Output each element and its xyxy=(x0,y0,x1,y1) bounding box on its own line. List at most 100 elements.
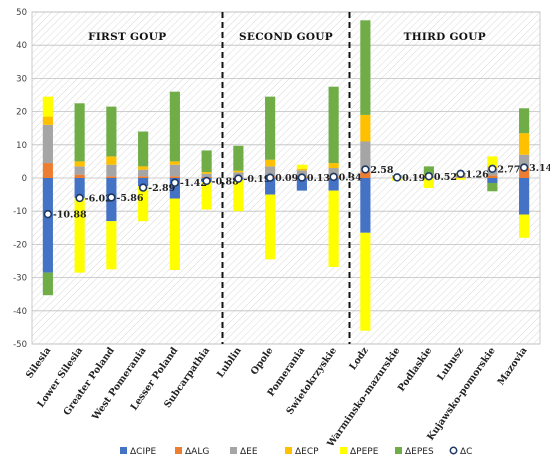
y-tick-label: -40 xyxy=(13,307,27,317)
bar-segment xyxy=(169,176,180,178)
bar-segment xyxy=(42,163,53,178)
y-tick-label: 30 xyxy=(16,74,27,84)
bar-segment xyxy=(265,159,276,167)
bar-segment xyxy=(360,178,371,233)
x-tick-label: Kujawsko-pomorskie xyxy=(425,345,498,442)
total-data-label: 2.77 xyxy=(497,164,520,175)
y-tick-label: 0 xyxy=(22,174,27,184)
bar-segment xyxy=(42,178,53,273)
total-marker xyxy=(361,165,370,174)
total-data-label: -5.86 xyxy=(116,193,143,204)
bar-segment xyxy=(519,178,530,215)
bar-segment xyxy=(201,150,212,173)
bar-segment xyxy=(487,175,498,178)
group-label: SECOND GOUP xyxy=(239,31,333,43)
total-marker xyxy=(202,176,211,186)
legend-swatch xyxy=(175,447,182,454)
bar-segment xyxy=(138,169,149,177)
x-tick-label: Silesia xyxy=(24,345,53,380)
bar-segment xyxy=(169,164,180,177)
bar-segment xyxy=(201,173,212,178)
bar-segment xyxy=(74,166,85,175)
total-data-label: 2.58 xyxy=(370,165,394,176)
bar-segment xyxy=(233,145,244,171)
bar-segment xyxy=(74,178,85,198)
bar-segment xyxy=(265,166,276,177)
total-marker xyxy=(234,174,243,183)
bar-segment xyxy=(360,141,371,172)
y-tick-label: -50 xyxy=(13,340,27,350)
legend-marker xyxy=(449,446,458,455)
bar-segment xyxy=(138,166,149,170)
x-tick-label: Mazovia xyxy=(496,345,530,387)
x-tick-label: Lublin xyxy=(215,345,244,380)
legend-label: ΔEE xyxy=(240,447,258,457)
total-data-label: -1.42 xyxy=(180,178,207,189)
bar-segment xyxy=(360,171,371,178)
bar-segment xyxy=(233,170,244,173)
bar-segment xyxy=(169,198,180,270)
bar-segment xyxy=(296,164,307,169)
total-data-label: 0.34 xyxy=(339,172,363,183)
bar-segment xyxy=(487,182,498,192)
total-data-label: -2.89 xyxy=(148,183,175,194)
bar-segment xyxy=(519,133,530,155)
group-dividers xyxy=(221,12,351,344)
bar-segment xyxy=(423,178,434,188)
bar-segment xyxy=(106,156,117,165)
bar-segment xyxy=(519,168,530,178)
bar-segment xyxy=(106,164,117,177)
y-tick-label: -20 xyxy=(13,240,27,250)
bar-segment xyxy=(328,163,339,169)
total-marker xyxy=(424,172,434,181)
legend-label: ΔALG xyxy=(185,447,209,457)
bar-segment xyxy=(169,91,180,162)
bar-segment xyxy=(328,86,339,164)
x-tick-label: Lubusz xyxy=(435,345,466,383)
y-axis: -50 -40 -30 -20 -10 0 10 20 30 40 50 xyxy=(13,8,27,350)
legend-label: ΔECP xyxy=(295,447,319,457)
bar-segment xyxy=(169,161,180,165)
total-data-label: 3.14 xyxy=(529,163,550,174)
total-marker xyxy=(488,164,497,174)
bar-segment xyxy=(42,96,53,117)
total-data-label: 1.26 xyxy=(466,169,490,180)
x-tick-label: Lodz xyxy=(347,345,371,372)
y-tick-label: 20 xyxy=(16,108,27,118)
bar-segment xyxy=(169,178,180,199)
bar-segment xyxy=(487,178,498,183)
x-tick-label: West Pomerania xyxy=(90,345,149,423)
bar-segment xyxy=(360,232,371,331)
total-marker xyxy=(43,209,53,219)
legend-label: ΔEPES xyxy=(405,447,434,457)
bar-segment xyxy=(265,194,276,260)
bar-segment xyxy=(487,156,498,167)
bar-segment xyxy=(296,168,307,171)
y-tick-label: 50 xyxy=(16,8,27,18)
bar-segment xyxy=(296,178,307,191)
y-tick-label: -10 xyxy=(13,207,27,217)
bar-segment xyxy=(201,182,212,210)
total-data-label: -6.02 xyxy=(85,193,112,204)
bar-segment xyxy=(138,131,149,167)
legend-swatch xyxy=(285,447,292,454)
bars xyxy=(42,20,530,331)
bar-segment xyxy=(42,124,53,164)
y-tick-label: 10 xyxy=(16,141,27,151)
legend-label: ΔPEPE xyxy=(350,447,379,457)
bar-segment xyxy=(519,154,530,169)
bar-segment xyxy=(138,186,149,222)
total-marker xyxy=(456,169,465,179)
total-data-label: 0.09 xyxy=(275,173,299,184)
total-marker xyxy=(265,173,275,182)
bar-segment xyxy=(423,166,434,175)
total-data-label: 0.52 xyxy=(434,172,457,183)
bar-segment xyxy=(328,168,339,177)
group-label: FIRST GOUP xyxy=(88,31,166,43)
legend-label: ΔC xyxy=(460,447,472,457)
bar-segment xyxy=(138,178,149,187)
bar-segment xyxy=(106,176,117,178)
total-data-label: -0.88 xyxy=(212,176,239,187)
